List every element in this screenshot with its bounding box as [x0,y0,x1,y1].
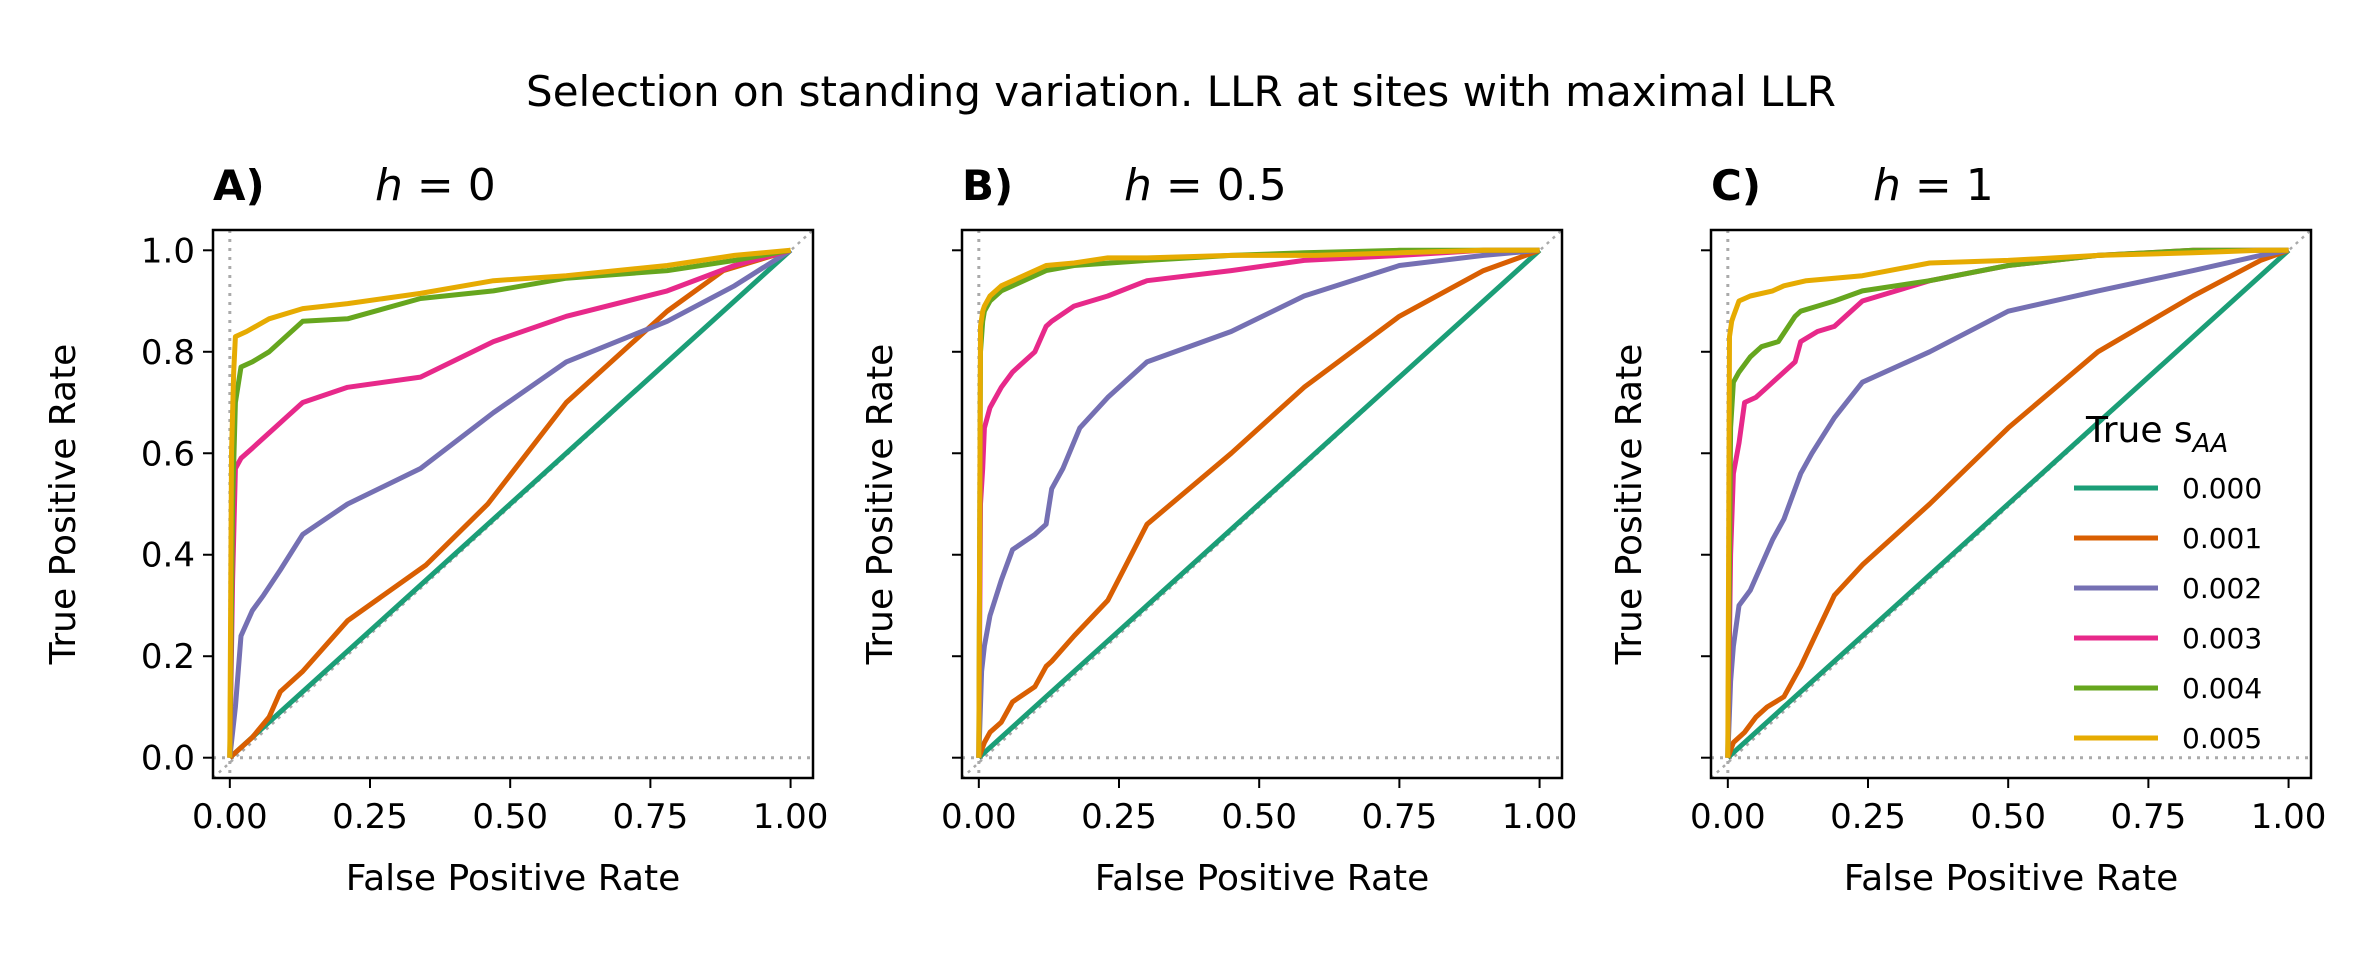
x-tick-label: 0.50 [1970,797,2046,837]
series-line-0-000 [1726,248,2291,760]
series-line-0-000 [228,248,793,760]
panel-title: h = 1 [1873,160,1994,211]
legend-title-text: True s [2085,410,2193,451]
x-tick-label: 0.25 [1081,797,1157,837]
figure-title: Selection on standing variation. LLR at … [526,67,1836,116]
series-line-0-005 [976,247,1540,758]
y-tick-label: 0.2 [141,637,195,677]
x-tick-label: 0.50 [1221,797,1297,837]
panel-title-value: = 0.5 [1152,160,1287,211]
legend-label: 0.002 [2182,572,2262,605]
x-axis-label: False Positive Rate [1095,858,1430,899]
x-tick-label: 0.00 [1690,797,1766,837]
y-tick-label: 0.8 [141,333,195,373]
x-tick-label: 0.75 [613,797,689,837]
axes-frame [960,228,1564,780]
legend-label: 0.004 [2182,672,2262,705]
y-tick-label: 0.0 [141,739,195,779]
series-line-0-002 [1725,247,2290,758]
x-axis-label: False Positive Rate [1844,858,2179,899]
legend-label: 0.000 [2182,472,2262,505]
series-line-0-002 [227,248,792,758]
panel-label: B) [962,161,1013,210]
panel-title-variable: h [1124,160,1152,211]
x-tick-label: 0.50 [472,797,548,837]
panel-title-value: = 1 [1901,160,1994,211]
panel-title-variable: h [1873,160,1901,211]
series-line-0-003 [976,247,1540,758]
x-tick-label: 0.00 [192,797,268,837]
panels: 0.00 0.25 0.50 0.75 1.00 0.0 0.2 0.4 0.6 0.8 1.0 Fa… [43,160,2326,899]
y-axis-label: True Positive Rate [860,344,901,666]
y-tick-label: 0.6 [141,434,195,474]
legend-label: 0.005 [2182,722,2262,755]
panel-title: h = 0.5 [1124,160,1287,211]
legend-label: 0.001 [2182,522,2262,555]
x-axis-label: False Positive Rate [346,858,681,899]
panel-title: h = 0 [375,160,496,211]
series-line-0-001 [976,247,1541,759]
series-line-0-000 [977,248,1542,760]
panel-2: 0.00 0.25 0.50 0.75 1.00 False Positive Rate T… [860,160,1577,899]
series-line-0-002 [976,247,1540,758]
series-line-0-005 [1725,247,2289,758]
panel-label: C) [1711,161,1761,210]
legend: True sAA 0.000 0.001 0.002 0.003 0.004 0.005 [2074,410,2262,755]
series-line-0-005 [227,247,791,758]
y-axis-label: True Positive Rate [43,344,84,666]
axes-frame [1709,228,2313,780]
x-tick-label: 0.25 [332,797,408,837]
y-tick-label: 1.0 [141,231,195,271]
series-line-0-004 [227,247,792,758]
y-tick-label: 0.4 [141,536,195,576]
panel-title-variable: h [375,160,403,211]
x-tick-label: 1.00 [2251,797,2327,837]
panel-3: 0.00 0.25 0.50 0.75 1.00 False Positive Rate T… [1609,160,2326,899]
x-tick-label: 0.75 [1362,797,1438,837]
legend-label: 0.003 [2182,622,2262,655]
x-tick-label: 0.75 [2111,797,2187,837]
legend-title-subscript: AA [2191,429,2229,459]
series-line-0-001 [1725,247,2290,759]
series-line-0-003 [227,247,792,758]
series-line-0-001 [228,247,792,760]
axes-frame [211,228,815,780]
panel-title-value: = 0 [403,160,496,211]
x-tick-label: 0.00 [941,797,1017,837]
panel-label: A) [213,161,265,210]
legend-title: True sAA [2085,410,2228,459]
x-tick-label: 1.00 [1502,797,1578,837]
x-tick-label: 0.25 [1830,797,1906,837]
x-tick-label: 1.00 [753,797,829,837]
panel-1: 0.00 0.25 0.50 0.75 1.00 0.0 0.2 0.4 0.6 0.8 1.0 Fa… [43,160,828,899]
y-axis-label: True Positive Rate [1609,344,1650,666]
